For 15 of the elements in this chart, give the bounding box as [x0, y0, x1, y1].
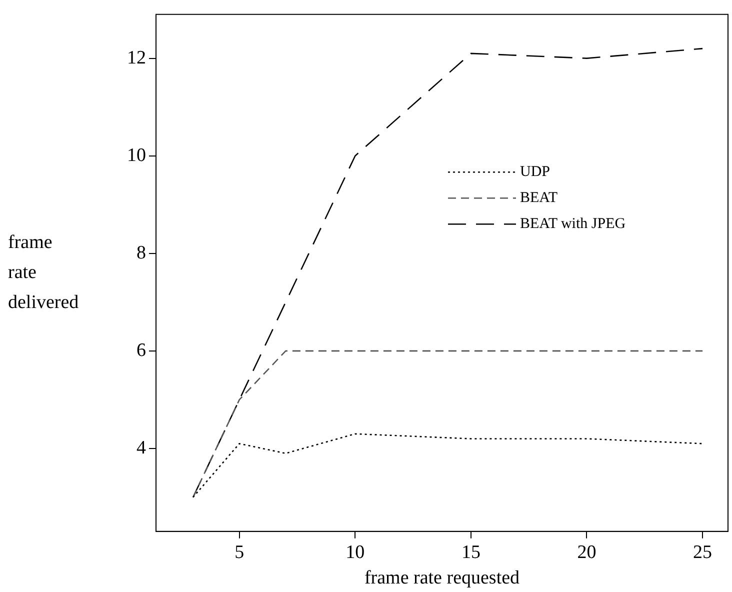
legend-label: UDP — [520, 164, 550, 180]
y-tick-label: 4 — [136, 437, 146, 458]
legend-label: BEAT — [520, 190, 558, 206]
x-tick-label: 5 — [234, 542, 244, 563]
y-axis-title: frame rate delivered — [8, 231, 80, 315]
x-axis-title: frame rate requested — [364, 568, 520, 589]
x-tick-label: 25 — [693, 542, 712, 563]
y-tick-label: 12 — [127, 47, 146, 68]
x-tick-label: 15 — [461, 542, 480, 563]
legend-label: BEAT with JPEG — [520, 216, 626, 232]
y-tick-label: 8 — [136, 242, 146, 264]
y-tick-label: 6 — [136, 340, 146, 361]
y-tick-label: 10 — [127, 144, 146, 166]
x-tick-label: 20 — [577, 542, 596, 563]
x-tick-label: 10 — [346, 542, 365, 563]
